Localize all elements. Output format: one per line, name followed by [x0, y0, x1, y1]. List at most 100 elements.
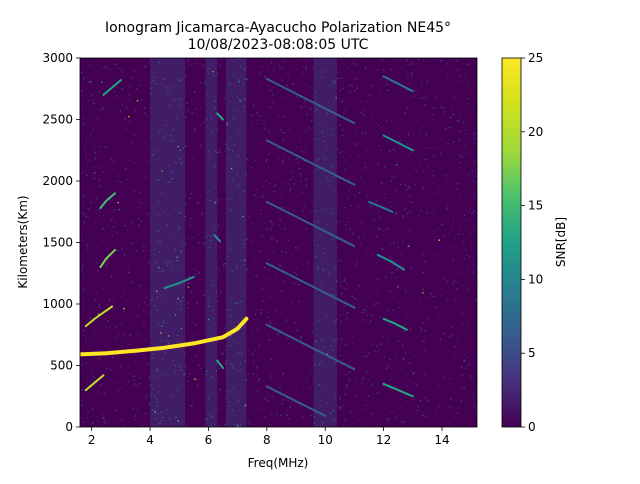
noise-speckle [368, 62, 370, 65]
noise-speckle [205, 373, 207, 376]
noise-speckle [426, 415, 428, 418]
noise-speckle [390, 66, 393, 68]
noise-speckle [278, 224, 280, 227]
noise-speckle [409, 316, 411, 318]
noise-speckle [189, 373, 191, 375]
noise-speckle [270, 374, 272, 376]
noise-speckle [283, 116, 285, 118]
noise-speckle [437, 187, 439, 189]
noise-speckle [292, 114, 294, 116]
noise-speckle [443, 235, 445, 237]
noise-speckle [186, 315, 189, 317]
noise-speckle [208, 305, 210, 307]
noise-speckle [113, 336, 116, 338]
noise-speckle [417, 58, 419, 60]
noise-speckle [441, 223, 443, 226]
noise-speckle [236, 302, 239, 304]
noise-speckle [270, 344, 273, 346]
noise-speckle [349, 418, 351, 421]
noise-speckle [299, 96, 301, 98]
noise-speckle [301, 106, 303, 108]
noise-speckle [203, 294, 205, 296]
noise-speckle [216, 202, 218, 204]
noise-speckle [220, 65, 222, 67]
noise-speckle [190, 193, 192, 195]
noise-speckle [340, 320, 342, 322]
noise-speckle [326, 353, 329, 355]
noise-speckle [87, 206, 89, 208]
noise-speckle [390, 243, 392, 245]
noise-speckle [294, 313, 297, 315]
noise-speckle [335, 338, 337, 340]
noise-speckle [92, 379, 94, 381]
noise-speckle [392, 264, 395, 266]
noise-speckle [158, 267, 161, 269]
noise-speckle [459, 195, 461, 198]
noise-speckle [326, 383, 328, 385]
noise-speckle [374, 212, 376, 214]
noise-speckle [414, 151, 416, 153]
noise-speckle [162, 268, 164, 270]
noise-speckle [102, 288, 105, 290]
noise-speckle [180, 105, 182, 107]
noise-speckle [214, 100, 216, 102]
noise-speckle [243, 110, 245, 112]
noise-speckle [147, 309, 149, 311]
noise-speckle [159, 175, 161, 178]
noise-speckle [323, 140, 325, 143]
noise-speckle [302, 210, 304, 212]
noise-speckle [153, 214, 155, 217]
noise-speckle [319, 123, 321, 125]
noise-speckle [194, 273, 196, 275]
noise-speckle [454, 349, 457, 351]
noise-speckle [255, 189, 258, 191]
noise-speckle [123, 136, 125, 138]
noise-speckle [226, 122, 228, 125]
noise-speckle [120, 387, 123, 389]
noise-speckle [360, 121, 363, 123]
noise-speckle [153, 76, 155, 78]
noise-speckle [159, 83, 161, 86]
noise-speckle [337, 197, 339, 199]
noise-speckle [380, 343, 383, 345]
noise-speckle [137, 379, 139, 381]
noise-speckle [80, 205, 82, 207]
noise-speckle [246, 268, 248, 271]
noise-speckle [95, 197, 97, 200]
noise-speckle [164, 218, 166, 220]
noise-speckle [332, 387, 334, 389]
noise-speckle [332, 349, 334, 351]
noise-speckle [425, 204, 428, 207]
noise-speckle [226, 147, 229, 149]
noise-speckle [135, 161, 137, 163]
noise-speckle [365, 166, 367, 169]
noise-speckle [314, 97, 316, 99]
noise-speckle [419, 130, 421, 132]
noise-speckle [279, 332, 281, 334]
noise-speckle [294, 158, 296, 161]
noise-speckle [389, 290, 391, 292]
noise-speckle [432, 145, 435, 148]
noise-speckle [268, 153, 270, 155]
noise-speckle [243, 297, 245, 299]
noise-speckle [341, 150, 343, 152]
noise-speckle [97, 95, 100, 97]
noise-speckle [152, 376, 155, 378]
noise-speckle [195, 71, 197, 73]
noise-speckle [116, 79, 118, 81]
noise-speckle [238, 79, 240, 81]
noise-speckle [253, 359, 255, 362]
noise-speckle [393, 242, 395, 244]
noise-speckle [346, 68, 348, 70]
noise-speckle [145, 113, 147, 115]
noise-speckle [151, 298, 153, 301]
noise-speckle [275, 184, 277, 186]
noise-speckle [253, 239, 255, 241]
noise-speckle [130, 242, 133, 245]
noise-speckle [289, 189, 291, 191]
noise-speckle [406, 59, 408, 61]
noise-speckle [421, 366, 424, 368]
noise-speckle [133, 353, 136, 355]
noise-speckle [228, 356, 230, 359]
